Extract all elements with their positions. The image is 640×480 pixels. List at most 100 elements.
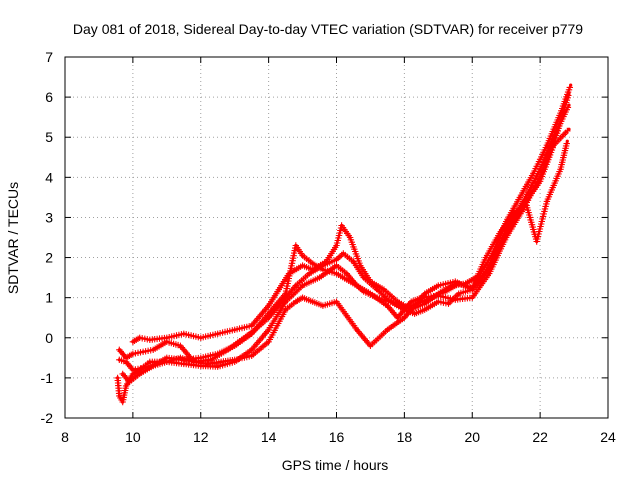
data-point [567, 103, 571, 107]
data-point [521, 199, 525, 203]
y-tick-label: 4 [45, 169, 53, 185]
data-point [368, 344, 372, 348]
data-point [423, 308, 427, 312]
data-point [429, 296, 434, 300]
data-point [345, 278, 349, 282]
data-point [307, 272, 311, 276]
data-point [165, 356, 169, 360]
data-point [124, 384, 128, 388]
y-tick-label: 2 [45, 250, 53, 266]
series-track-4 [129, 83, 573, 345]
data-point [413, 312, 417, 316]
data-point [138, 372, 142, 376]
data-point [301, 284, 305, 288]
data-point [151, 364, 155, 368]
data-point [127, 380, 132, 384]
x-tick-label: 12 [193, 429, 209, 445]
data-point [345, 314, 349, 318]
y-tick-label: -2 [41, 410, 54, 426]
data-point [284, 292, 288, 296]
y-tick-label: -1 [41, 370, 54, 386]
data-point [355, 328, 359, 332]
x-tick-label: 16 [329, 429, 345, 445]
data-point [250, 348, 254, 352]
y-tick-label: 3 [45, 209, 53, 225]
y-axis-label: SDTVAR / TECUs [5, 182, 21, 294]
data-point [267, 328, 271, 332]
y-tick-label: 5 [45, 129, 53, 145]
data-point [311, 262, 315, 266]
data-point [294, 284, 298, 288]
data-point [117, 394, 121, 398]
data-point [233, 344, 237, 348]
data-point [484, 256, 488, 260]
data-point [497, 231, 501, 236]
x-tick-label: 8 [61, 429, 69, 445]
x-tick-label: 20 [464, 429, 480, 445]
data-point [545, 143, 549, 147]
data-point [216, 352, 220, 356]
x-tick-label: 14 [261, 429, 277, 445]
data-point [233, 328, 237, 332]
data-point [567, 127, 571, 131]
x-tick-label: 10 [125, 429, 141, 445]
data-point [199, 336, 203, 340]
data-point [385, 328, 389, 332]
data-point [277, 288, 281, 292]
data-point [558, 167, 563, 171]
data-point [182, 358, 186, 362]
data-point [141, 350, 145, 354]
data-point [538, 167, 542, 171]
data-point [182, 332, 186, 336]
data-point [368, 280, 372, 284]
data-point [436, 300, 440, 304]
data-point [402, 306, 406, 310]
data-point [416, 302, 420, 306]
data-point [409, 308, 413, 312]
data-point [358, 264, 362, 268]
data-point [131, 372, 135, 376]
data-point [351, 260, 356, 264]
data-series [114, 83, 573, 406]
x-tick-label: 18 [397, 429, 413, 445]
data-point [216, 332, 220, 336]
data-point [409, 300, 413, 304]
data-point [182, 362, 186, 366]
y-tick-label: 7 [45, 49, 53, 65]
data-point [284, 308, 288, 312]
data-point [294, 243, 298, 248]
data-point [382, 288, 386, 292]
data-point [565, 139, 569, 143]
data-point [216, 365, 220, 369]
data-point [138, 336, 142, 340]
data-point [518, 195, 522, 199]
data-point [402, 316, 406, 320]
data-point [340, 223, 344, 228]
series-markers [119, 140, 570, 386]
data-point [511, 211, 515, 215]
data-point [124, 360, 128, 364]
data-point [121, 400, 125, 404]
data-point [334, 258, 339, 262]
data-point [457, 292, 461, 296]
data-point [457, 282, 461, 286]
data-point [311, 300, 315, 304]
data-point [311, 268, 315, 272]
data-point [423, 292, 427, 296]
data-point [131, 368, 135, 372]
x-tick-labels: 8 10 12 14 16 18 20 22 24 [61, 429, 616, 445]
x-tick-label: 22 [532, 429, 548, 445]
data-point [334, 264, 339, 268]
data-point [362, 276, 366, 280]
y-tick-label: 0 [45, 330, 53, 346]
data-point [124, 356, 128, 360]
x-axis-label: GPS time / hours [282, 457, 389, 473]
data-point [301, 264, 305, 268]
data-point [538, 179, 542, 183]
data-point [321, 304, 325, 308]
data-point [389, 300, 393, 304]
data-point [267, 340, 271, 344]
data-point [545, 199, 549, 203]
data-point [348, 235, 352, 240]
